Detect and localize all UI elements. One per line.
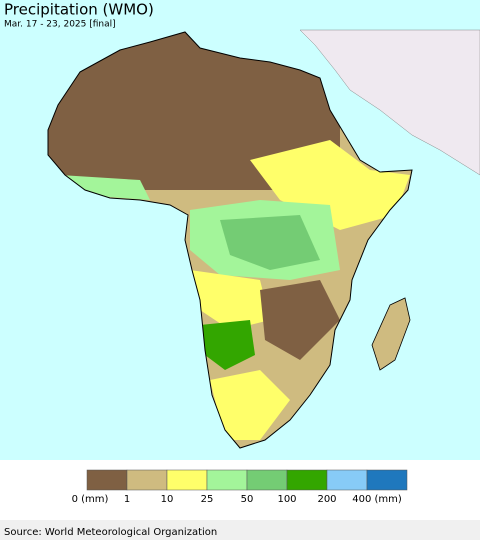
legend-swatch — [326, 469, 368, 491]
legend-swatch — [246, 469, 288, 491]
title: Precipitation (WMO) — [4, 1, 154, 19]
legend-label: 1 — [124, 494, 130, 505]
europe-arabia — [299, 29, 480, 176]
legend: 0 (mm) 1 10 25 50 100 200 400 (mm) — [72, 469, 408, 505]
legend-label: 25 — [201, 494, 214, 505]
legend-label: 10 — [161, 494, 174, 505]
legend-label: 0 (mm) — [72, 494, 109, 505]
footer-bar — [0, 520, 480, 540]
madagascar — [371, 297, 411, 371]
legend-swatch — [86, 469, 128, 491]
coastline — [47, 31, 413, 449]
source: Source: World Meteorological Organizatio… — [4, 527, 217, 538]
legend-swatch — [166, 469, 208, 491]
subtitle: Mar. 17 - 23, 2025 [final] — [4, 20, 116, 30]
legend-swatch — [286, 469, 328, 491]
legend-label: 50 — [241, 494, 254, 505]
legend-label: 100 — [277, 494, 296, 505]
legend-label: 200 — [317, 494, 336, 505]
legend-label: 400 (mm) — [352, 494, 402, 505]
legend-swatch — [366, 469, 408, 491]
legend-swatch — [206, 469, 248, 491]
legend-swatch — [126, 469, 168, 491]
